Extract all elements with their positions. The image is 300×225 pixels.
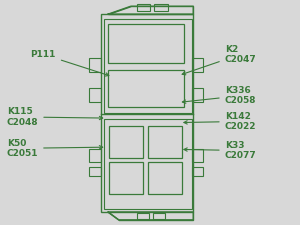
Polygon shape	[108, 212, 193, 220]
Bar	[148, 162, 182, 194]
Bar	[89, 58, 101, 72]
Text: P111: P111	[31, 50, 109, 76]
Bar	[136, 4, 150, 11]
Bar	[192, 149, 203, 162]
Bar	[153, 213, 165, 219]
Bar	[109, 126, 143, 158]
Bar	[154, 4, 168, 11]
Polygon shape	[108, 6, 193, 14]
Bar	[104, 119, 192, 209]
Bar	[89, 167, 101, 176]
Bar	[192, 167, 203, 176]
Text: K336
C2058: K336 C2058	[182, 86, 256, 106]
Bar	[108, 24, 184, 63]
Text: K33
C2077: K33 C2077	[184, 141, 256, 160]
Bar	[192, 88, 203, 102]
Bar	[192, 58, 203, 72]
Bar	[89, 88, 101, 102]
Bar	[136, 213, 148, 219]
Bar	[89, 149, 101, 162]
Text: K2
C2047: K2 C2047	[182, 45, 256, 75]
Bar	[104, 19, 192, 112]
Bar	[108, 70, 184, 107]
Bar	[109, 162, 143, 194]
Text: K115
C2048: K115 C2048	[7, 107, 103, 127]
Bar	[101, 14, 193, 212]
Text: K50
C2051: K50 C2051	[7, 139, 103, 158]
Bar	[148, 126, 182, 158]
Text: K142
C2022: K142 C2022	[184, 112, 256, 131]
